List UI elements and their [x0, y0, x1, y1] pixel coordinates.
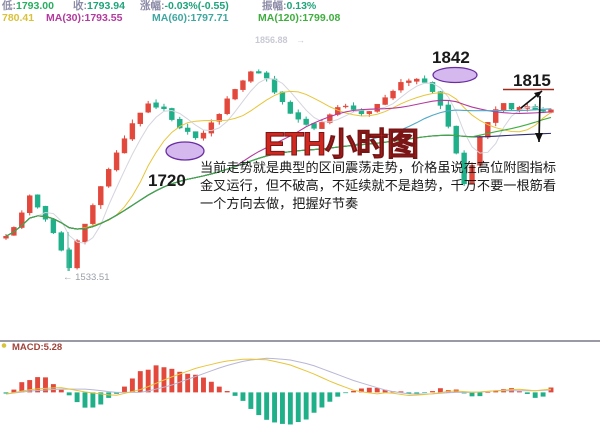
svg-text:MACD:5.28: MACD:5.28: [12, 342, 62, 353]
svg-text:一个方向去做，把握好节奏: 一个方向去做，把握好节奏: [200, 196, 358, 211]
svg-text:1856.88: 1856.88: [255, 35, 288, 45]
svg-text:振幅:0.13%: 振幅:0.13%: [262, 0, 317, 12]
svg-text:→: →: [296, 35, 305, 45]
svg-text:低:1793.00: 低:1793.00: [1, 0, 54, 12]
svg-text:780.41: 780.41: [2, 12, 34, 24]
svg-text:收:1793.94: 收:1793.94: [73, 0, 125, 12]
svg-text:当前走势就是典型的区间震荡走势，价格虽说在高位附图指标: 当前走势就是典型的区间震荡走势，价格虽说在高位附图指标: [200, 159, 556, 175]
svg-text:1720: 1720: [148, 171, 186, 190]
svg-text:涨幅:-0.03%(-0.55): 涨幅:-0.03%(-0.55): [140, 0, 229, 12]
svg-text:1842: 1842: [432, 48, 470, 67]
svg-text:1815: 1815: [513, 71, 551, 90]
svg-text:MA(60):1797.71: MA(60):1797.71: [152, 12, 229, 24]
svg-text:MA(30):1793.55: MA(30):1793.55: [46, 12, 123, 24]
svg-text:← 1533.51: ← 1533.51: [63, 272, 109, 283]
svg-text:MA(120):1799.08: MA(120):1799.08: [258, 12, 340, 24]
svg-text:ETH小时图: ETH小时图: [264, 126, 418, 162]
svg-text:金叉运行，但不破高，不延续就不是趋势，千万不要一根筋看: 金叉运行，但不破高，不延续就不是趋势，千万不要一根筋看: [200, 177, 556, 193]
